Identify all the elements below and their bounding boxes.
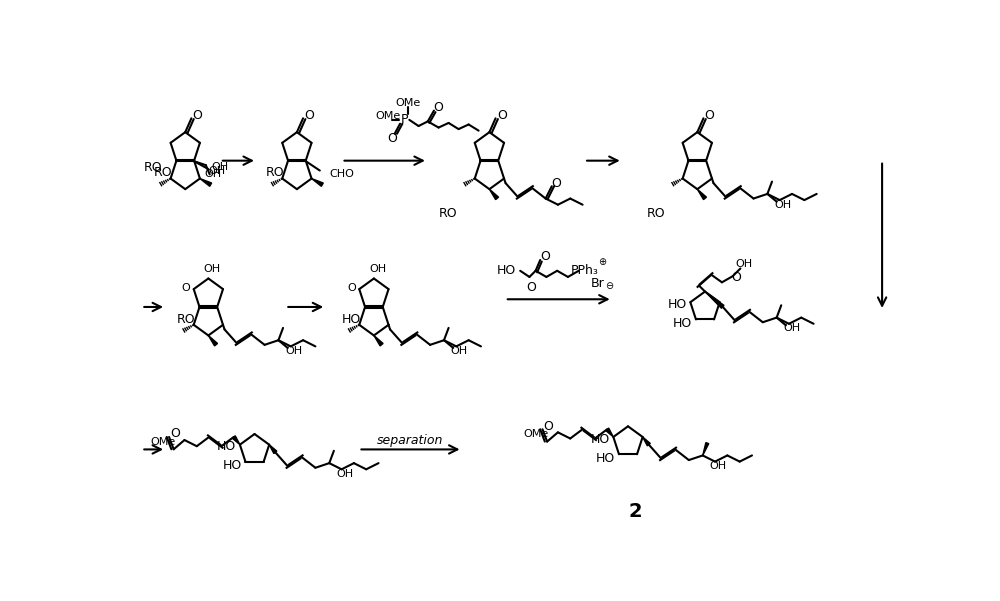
Text: P: P (401, 114, 408, 126)
Polygon shape (606, 428, 613, 437)
Polygon shape (374, 335, 383, 346)
Text: HO: HO (596, 451, 615, 465)
Text: O: O (434, 101, 444, 114)
Text: OH: OH (285, 346, 302, 356)
Polygon shape (232, 436, 240, 445)
Text: OMe: OMe (150, 436, 176, 447)
Text: separation: separation (377, 434, 443, 447)
Text: OH: OH (783, 323, 801, 334)
Text: OH: OH (209, 166, 226, 176)
Text: ⊕: ⊕ (598, 257, 606, 266)
Polygon shape (705, 291, 724, 308)
Text: O: O (182, 282, 190, 293)
Text: O: O (304, 109, 314, 122)
Text: O: O (705, 109, 715, 122)
Polygon shape (703, 442, 709, 456)
Text: HO: HO (342, 313, 361, 326)
Text: OH: OH (369, 264, 386, 274)
Text: HO: HO (667, 298, 687, 311)
Polygon shape (489, 189, 499, 200)
Text: O: O (497, 109, 507, 122)
Text: O: O (526, 281, 536, 294)
Text: OH: OH (710, 461, 727, 471)
Text: O: O (347, 282, 356, 293)
Polygon shape (208, 335, 218, 346)
Text: OH: OH (204, 169, 221, 179)
Text: OH: OH (774, 200, 791, 210)
Text: RO: RO (265, 166, 284, 179)
Text: O: O (731, 271, 741, 284)
Text: HO: HO (222, 459, 242, 472)
Polygon shape (643, 437, 650, 446)
Text: HO: HO (590, 433, 610, 446)
Text: OH: OH (735, 259, 752, 269)
Text: HO: HO (497, 264, 516, 277)
Text: RO: RO (438, 207, 457, 219)
Text: HO: HO (217, 441, 236, 454)
Text: RO: RO (144, 161, 162, 174)
Text: Br: Br (590, 276, 604, 290)
Text: OMe: OMe (375, 111, 400, 121)
Text: OMe: OMe (524, 429, 549, 439)
Polygon shape (269, 445, 277, 454)
Text: O: O (387, 132, 397, 145)
Polygon shape (312, 178, 323, 186)
Polygon shape (200, 178, 212, 186)
Text: O: O (170, 427, 180, 441)
Text: HO: HO (673, 317, 692, 330)
Text: O: O (193, 109, 203, 122)
Text: O: O (544, 419, 554, 433)
Text: OMe: OMe (395, 98, 420, 108)
Text: PPh₃: PPh₃ (571, 264, 599, 277)
Text: 2: 2 (629, 501, 643, 520)
Text: RO: RO (177, 313, 195, 326)
Text: OH: OH (451, 346, 468, 356)
Text: CHO: CHO (330, 169, 355, 178)
Text: OH: OH (204, 264, 221, 274)
Text: ⊖: ⊖ (605, 281, 614, 291)
Text: O: O (551, 177, 561, 190)
Text: OH: OH (211, 162, 228, 172)
Text: OH: OH (336, 469, 353, 479)
Text: O: O (540, 251, 550, 263)
Polygon shape (697, 189, 706, 200)
Text: RO: RO (154, 166, 172, 179)
Text: RO: RO (646, 207, 665, 219)
